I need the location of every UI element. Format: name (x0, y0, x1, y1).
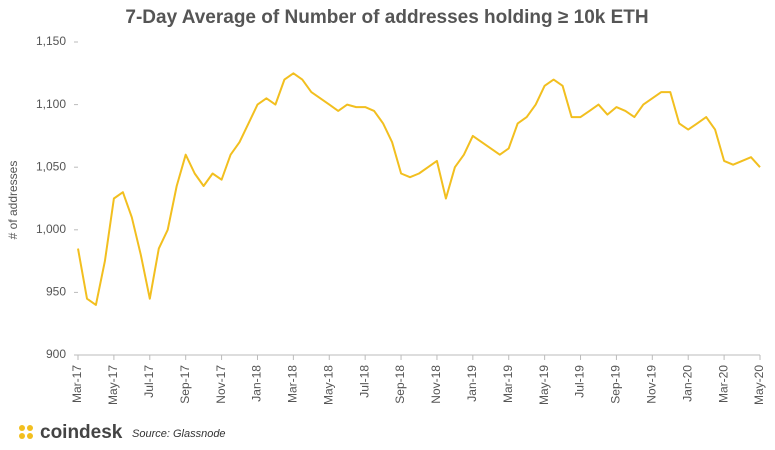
x-tick-label: Mar-17 (70, 365, 84, 403)
y-tick-label: 1,150 (36, 34, 66, 48)
x-tick-label: Sep-17 (178, 365, 192, 404)
x-tick-label: Sep-18 (393, 365, 407, 404)
x-tick-label: Jul-17 (142, 365, 156, 398)
x-tick-label: Mar-20 (716, 365, 730, 403)
y-tick-label: 1,100 (36, 97, 66, 111)
x-tick-label: Jan-20 (680, 365, 694, 402)
brand: coindesk (40, 422, 123, 443)
x-tick-label: Nov-17 (214, 365, 228, 404)
x-tick-label: Nov-18 (429, 365, 443, 404)
chart-title: 7-Day Average of Number of addresses hol… (125, 7, 648, 28)
x-tick-label: Jul-19 (573, 365, 587, 398)
x-tick-label: Mar-18 (286, 365, 300, 403)
y-axis-label: # of addresses (6, 161, 20, 240)
x-tick-label: Nov-19 (644, 365, 658, 404)
x-tick-label: May-18 (321, 365, 335, 405)
logo (19, 425, 33, 439)
y-tick-label: 1,000 (36, 222, 66, 236)
x-tick-label: Jan-18 (250, 365, 264, 402)
y-tick-label: 1,050 (36, 159, 66, 173)
y-tick-label: 900 (46, 347, 66, 361)
x-tick-label: Mar-19 (501, 365, 515, 403)
x-tick-label: May-19 (537, 365, 551, 405)
source: Source: Glassnode (132, 428, 226, 440)
line-series (77, 72, 761, 306)
x-tick-label: Jul-18 (357, 365, 371, 398)
x-tick-label: Sep-19 (609, 365, 623, 404)
x-tick-label: May-17 (106, 365, 120, 405)
x-tick-label: Jan-19 (465, 365, 479, 402)
x-tick-label: May-20 (752, 365, 766, 405)
y-tick-label: 950 (46, 285, 66, 299)
